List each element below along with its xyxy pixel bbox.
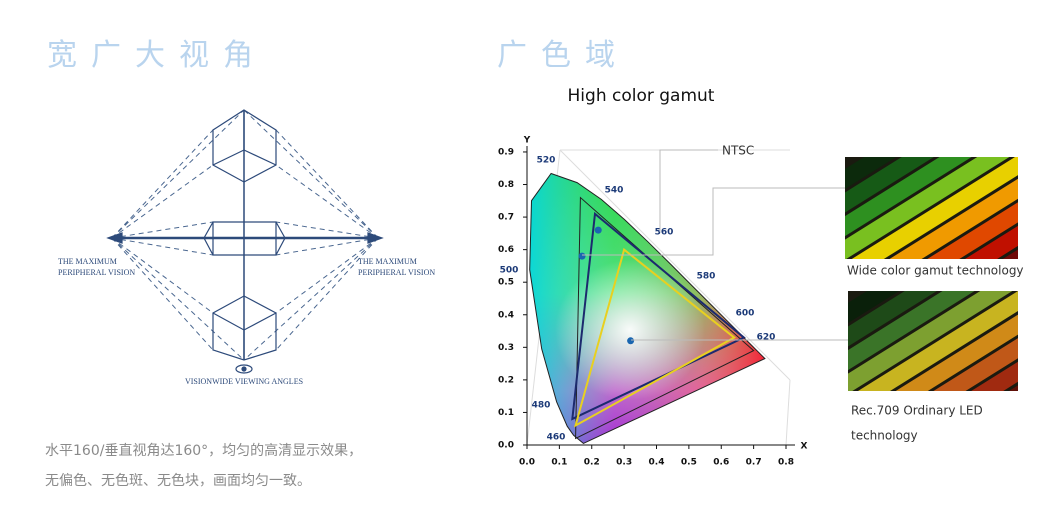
pencils [848, 291, 1018, 391]
y-tick-label: 0.2 [498, 375, 514, 385]
y-tick-label: 0.9 [498, 147, 514, 157]
spectral-locus [529, 172, 766, 444]
diagram-label: THE MAXIMUM [358, 257, 417, 266]
pencil [845, 157, 1018, 256]
pencil [848, 291, 1018, 390]
section-title: 广色域 [497, 38, 629, 73]
x-tick-label: 0.5 [681, 458, 697, 468]
wavelength-label: 600 [736, 309, 755, 319]
image-caption: technology [851, 429, 918, 443]
pencil [845, 157, 1018, 259]
x-tick-label: 0.7 [746, 458, 762, 468]
pencil [848, 291, 1018, 391]
diagram-label: PERIPHERAL VISION [358, 268, 435, 277]
viewing-angle-diagram [106, 109, 384, 374]
leader-lines [582, 149, 848, 341]
wavelength-label: 580 [697, 272, 716, 282]
pencil [845, 157, 1018, 259]
y-tick-label: 0.4 [498, 310, 514, 320]
y-tick-label: 0.1 [498, 408, 514, 418]
description: 无偏色、无色斑、无色块，画面均匀一致。 [45, 473, 311, 489]
x-tick-label: 0.3 [616, 458, 632, 468]
image-caption: Wide color gamut technology [847, 264, 1024, 278]
wavelength-label: 480 [532, 401, 551, 411]
y-tick-label: 0.8 [498, 180, 514, 190]
wavelength-label: 620 [757, 333, 776, 343]
pencil [848, 291, 1018, 391]
y-tick-label: 0.0 [498, 441, 514, 451]
wavelength-label: 520 [537, 156, 556, 166]
axis [526, 146, 795, 446]
pencil [847, 173, 1018, 259]
pencil [848, 291, 1018, 391]
pencil [850, 307, 1018, 391]
x-tick-label: 0.4 [649, 458, 665, 468]
photo [848, 291, 1018, 391]
diagram-label: THE MAXIMUM [58, 257, 117, 266]
y-tick-label: 0.7 [498, 213, 514, 223]
pencil [845, 157, 1018, 259]
x-tick-label: 0.0 [519, 458, 535, 468]
point [627, 337, 635, 345]
y-tick-label: 0.3 [498, 343, 514, 353]
diagram-caption: VISIONWIDE VIEWING ANGLES [185, 377, 303, 386]
x-tick-label: 0.8 [778, 458, 794, 468]
y-tick-label: 0.6 [498, 245, 514, 255]
x-tick-label: 0.1 [551, 458, 567, 468]
point [578, 252, 586, 260]
gamut-triangle [573, 247, 736, 428]
pencils [845, 157, 1018, 259]
image-caption: Rec.709 Ordinary LED [851, 404, 983, 418]
y-tick-label: 0.5 [498, 278, 514, 288]
diagram-label: PERIPHERAL VISION [58, 268, 135, 277]
product-images [845, 157, 1018, 391]
wavelength-label: 500 [500, 266, 519, 276]
x-tick-label: 0.2 [584, 458, 600, 468]
pencil [845, 157, 1018, 239]
wavelength-label: 540 [605, 186, 624, 196]
section-title: 宽广大视角 [47, 38, 267, 73]
axis-label: Y [523, 136, 531, 146]
pencil [848, 291, 1018, 373]
cie-diagram [523, 146, 795, 449]
axis-label: X [801, 442, 808, 452]
ntsc-label: NTSC [722, 144, 754, 158]
wavelength-label: 460 [547, 433, 566, 443]
wavelength-label: 560 [655, 228, 674, 238]
x-tick-label: 0.6 [713, 458, 729, 468]
chart-title: High color gamut [568, 86, 715, 106]
point [594, 226, 602, 234]
photo [845, 157, 1018, 259]
gamut-triangle [571, 211, 746, 421]
gamut-fill [529, 173, 765, 444]
description: 水平160/垂直视角达160°，均匀的高清显示效果， [45, 443, 363, 459]
